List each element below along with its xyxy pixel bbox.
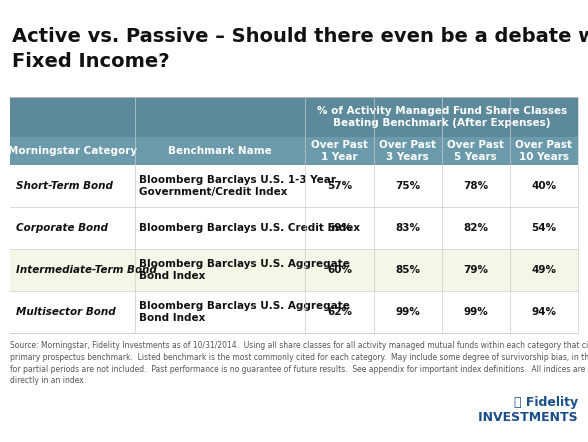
Text: 57%: 57% — [327, 181, 352, 191]
Text: Short-Term Bond: Short-Term Bond — [16, 181, 113, 191]
Bar — [10, 249, 578, 291]
Text: 85%: 85% — [395, 265, 420, 275]
Text: 78%: 78% — [463, 181, 488, 191]
Text: 49%: 49% — [532, 265, 556, 275]
Text: 62%: 62% — [327, 307, 352, 317]
Text: 59%: 59% — [327, 223, 352, 233]
Text: 83%: 83% — [395, 223, 420, 233]
Text: Active vs. Passive – Should there even be a debate with
Fixed Income?: Active vs. Passive – Should there even b… — [12, 27, 588, 71]
Text: Ⓜ Fidelity
   INVESTMENTS: Ⓜ Fidelity INVESTMENTS — [465, 396, 578, 424]
Bar — [10, 165, 578, 207]
Text: Benchmark Name: Benchmark Name — [168, 146, 272, 156]
Bar — [10, 137, 578, 165]
Bar — [10, 97, 578, 137]
Text: 82%: 82% — [463, 223, 488, 233]
Text: Bloomberg Barclays U.S. Aggregate
Bond Index: Bloomberg Barclays U.S. Aggregate Bond I… — [139, 301, 350, 323]
Text: Over Past
1 Year: Over Past 1 Year — [311, 140, 368, 162]
Text: Corporate Bond: Corporate Bond — [16, 223, 108, 233]
Text: 54%: 54% — [532, 223, 556, 233]
Text: Multisector Bond: Multisector Bond — [16, 307, 116, 317]
Bar — [10, 207, 578, 249]
Text: 60%: 60% — [327, 265, 352, 275]
Text: Source: Morningstar, Fidelity Investments as of 10/31/2014.  Using all share cla: Source: Morningstar, Fidelity Investment… — [10, 341, 588, 385]
Text: Bloomberg Barclays U.S. 1-3 Year
Government/Credit Index: Bloomberg Barclays U.S. 1-3 Year Governm… — [139, 175, 336, 197]
Text: Over Past
3 Years: Over Past 3 Years — [379, 140, 436, 162]
Text: Intermediate-Term Bond: Intermediate-Term Bond — [16, 265, 157, 275]
Text: 99%: 99% — [395, 307, 420, 317]
Text: 79%: 79% — [463, 265, 488, 275]
Text: 40%: 40% — [532, 181, 556, 191]
Text: Morningstar Category: Morningstar Category — [8, 146, 137, 156]
Bar — [10, 291, 578, 333]
Text: 99%: 99% — [463, 307, 488, 317]
Text: Over Past
10 Years: Over Past 10 Years — [516, 140, 573, 162]
Text: 94%: 94% — [532, 307, 556, 317]
Text: Over Past
5 Years: Over Past 5 Years — [447, 140, 505, 162]
Text: 75%: 75% — [395, 181, 420, 191]
Text: % of Activity Managed Fund Share Classes
Beating Benchmark (After Expenses): % of Activity Managed Fund Share Classes… — [316, 106, 567, 128]
Text: Bloomberg Barclays U.S. Credit Index: Bloomberg Barclays U.S. Credit Index — [139, 223, 360, 233]
Text: Bloomberg Barclays U.S. Aggregate
Bond Index: Bloomberg Barclays U.S. Aggregate Bond I… — [139, 259, 350, 281]
